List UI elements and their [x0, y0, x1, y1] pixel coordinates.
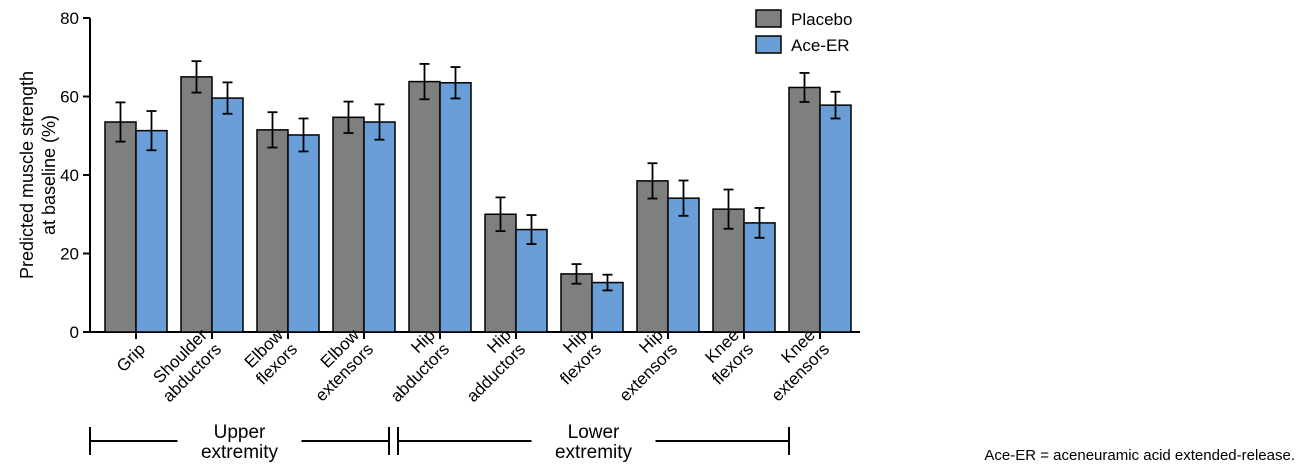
- x-tick-label: Elbowextensors: [297, 325, 377, 405]
- bar-ace-er: [439, 82, 472, 333]
- bar-ace-er: [667, 197, 700, 333]
- legend-swatch-ace-er: [755, 35, 782, 54]
- bar-ace-er: [591, 281, 624, 333]
- legend-swatch-placebo: [755, 9, 782, 28]
- y-tick-label: 80: [60, 9, 79, 28]
- y-tick-label: 60: [60, 88, 79, 107]
- y-tick-label: 40: [60, 166, 79, 185]
- y-tick-label: 0: [70, 323, 79, 342]
- bar-placebo: [636, 180, 669, 333]
- x-tick-label: Kneeextensors: [753, 325, 833, 405]
- bar-placebo: [332, 116, 365, 333]
- x-tick-label: Kneeflexors: [694, 325, 757, 388]
- x-tick-label: Hipextensors: [601, 325, 681, 405]
- group-label-line: Lower: [568, 422, 620, 443]
- legend-label-placebo: Placebo: [791, 10, 852, 29]
- bar-ace-er: [211, 97, 244, 333]
- x-tick-label: Shoulderabductors: [145, 325, 226, 406]
- x-tick-label: Hipabductors: [373, 325, 453, 405]
- chart-bars: [104, 60, 852, 333]
- x-tick-label: Hipadductors: [449, 325, 529, 405]
- group-label: Lower extremity: [555, 422, 633, 463]
- group-label: Upper extremity: [201, 422, 279, 463]
- chart-x-tick-labels: Grip Shoulderabductors Elbowflexors Elbowex…: [113, 325, 833, 406]
- legend-label-ace-er: Ace-ER: [791, 36, 850, 55]
- chart-legend: Placebo Ace-ER: [755, 9, 852, 55]
- group-label-line: extremity: [201, 442, 279, 463]
- bar-placebo: [180, 76, 213, 333]
- bar-ace-er: [287, 134, 320, 333]
- bar-placebo: [104, 121, 137, 333]
- bar-ace-er: [515, 228, 548, 333]
- y-tick-label: 20: [60, 245, 79, 264]
- x-tick-label: Hipflexors: [542, 325, 605, 388]
- bar-placebo: [788, 86, 821, 333]
- group-label-line: extremity: [555, 442, 633, 463]
- figure-footnote: Ace-ER = aceneuramic acid extended-relea…: [984, 447, 1295, 464]
- x-tick-label: Grip: [113, 340, 149, 376]
- bar-ace-er: [363, 121, 396, 333]
- bar-ace-er: [819, 104, 852, 333]
- x-tick-label: Elbowflexors: [238, 325, 301, 388]
- bar-ace-er: [135, 129, 168, 333]
- group-label-line: Upper: [214, 422, 266, 443]
- bar-placebo: [256, 129, 289, 333]
- y-axis-label-line: Predicted muscle strength: [17, 71, 37, 279]
- x-tick-label-line: Grip: [113, 340, 149, 376]
- y-axis-label: Predicted muscle strength at baseline (%): [17, 71, 59, 279]
- bar-placebo: [408, 80, 441, 333]
- bar-ace-er: [743, 222, 776, 333]
- y-axis-label-line: at baseline (%): [39, 115, 59, 235]
